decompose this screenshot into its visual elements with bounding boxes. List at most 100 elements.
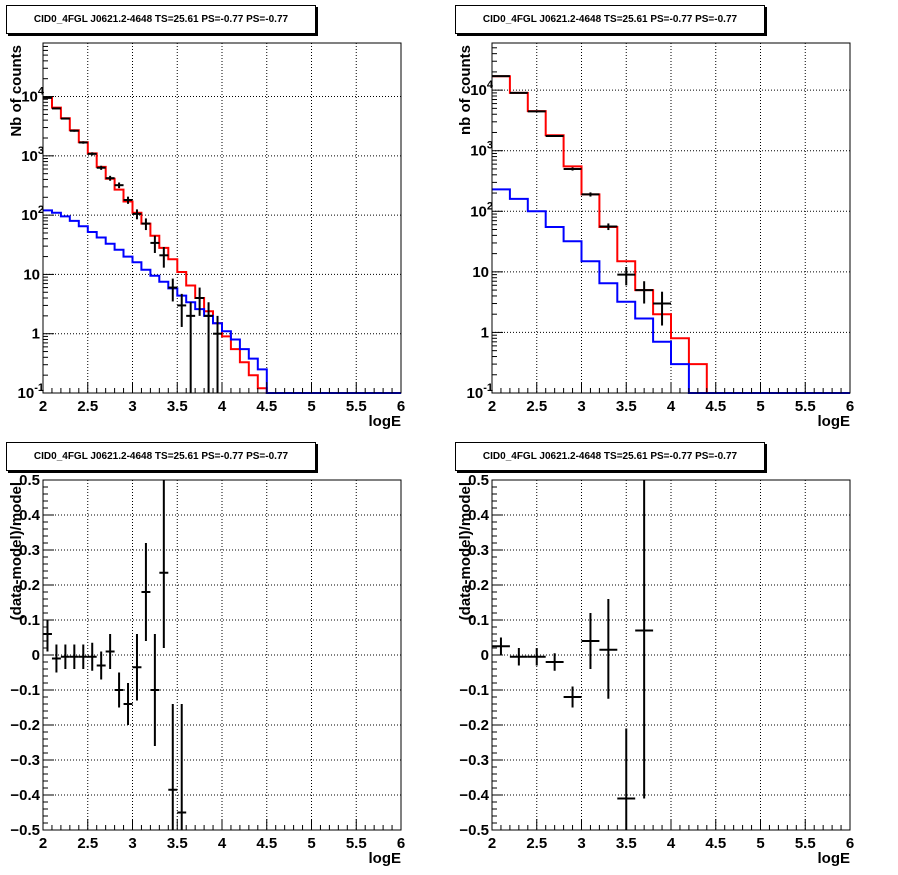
- panel-residuals-left: 2 2.5 3 3.5 4 4.5 5 5.5 6 logE −0.5 −0.4 −0.3 −0.2 −0.…: [0, 437, 449, 875]
- y-tick-label: 10: [472, 264, 489, 281]
- title-box: CID0_4FGL J0621.2-4648 TS=25.61 PS=-0.77…: [455, 442, 765, 471]
- y-tick-label: 0.5: [19, 472, 40, 489]
- data-point: [96, 651, 106, 680]
- data-point: [150, 235, 160, 253]
- x-tick-label: 6: [846, 398, 854, 415]
- data-point: [581, 192, 600, 197]
- x-tick-label: 2.5: [77, 835, 98, 852]
- y-tick-label: 0: [481, 647, 489, 664]
- data-point: [599, 599, 618, 699]
- chart-title: CID0_4FGL J0621.2-4648 TS=25.61 PS=-0.77…: [482, 14, 738, 25]
- data-point: [132, 634, 142, 701]
- data-point: [114, 672, 124, 708]
- y-axis-label: (data-model)/model: [8, 482, 25, 620]
- y-tick-label: 103: [21, 145, 44, 165]
- data-point: [105, 175, 115, 181]
- data-point: [168, 278, 178, 302]
- y-tick-label: 0.1: [468, 612, 489, 629]
- y-tick-label: 0: [32, 647, 40, 664]
- data-point: [599, 223, 618, 231]
- y-tick-label: 102: [470, 200, 493, 220]
- data-point: [159, 247, 169, 268]
- y-tick-label: 1: [32, 326, 40, 343]
- data-point: [87, 642, 97, 671]
- x-axis-label: logE: [369, 413, 402, 430]
- histogram-series-line: [43, 96, 401, 394]
- data-point: [43, 96, 52, 99]
- panel-counts-right: 2 2.5 3 3.5 4 4.5 5 5.5 6 logE 10-1 1 10 102 103 104 nb …: [449, 0, 898, 437]
- x-tick-label: 5.5: [795, 398, 816, 415]
- chart-title: CID0_4FGL J0621.2-4648 TS=25.61 PS=-0.77…: [33, 14, 289, 25]
- x-tick-label: 4.5: [256, 398, 277, 415]
- x-tick-label: 5: [307, 835, 315, 852]
- y-tick-label: 1: [481, 324, 489, 341]
- y-tick-label: −0.5: [459, 822, 489, 839]
- data-point: [60, 117, 70, 120]
- data-point: [69, 129, 79, 132]
- data-point: [105, 634, 115, 669]
- y-tick-label: 104: [470, 79, 494, 99]
- y-tick-label: 10-1: [18, 382, 44, 402]
- y-tick-label: −0.1: [10, 682, 40, 699]
- data-point: [132, 209, 142, 220]
- data-point: [123, 683, 133, 725]
- y-tick-label: −0.2: [10, 717, 40, 734]
- chart-title: CID0_4FGL J0621.2-4648 TS=25.61 PS=-0.77…: [33, 451, 289, 462]
- y-tick-label: 10: [23, 266, 40, 283]
- x-tick-label: 4.5: [705, 398, 726, 415]
- y-tick-label: 0.3: [19, 542, 40, 559]
- y-tick-label: 0.5: [468, 472, 489, 489]
- y-axis-label: (data-model)/model: [457, 482, 474, 620]
- data-point: [51, 644, 61, 673]
- x-tick-label: 5: [756, 835, 764, 852]
- x-tick-label: 2.5: [526, 398, 547, 415]
- data-point: [563, 686, 582, 708]
- data-point: [653, 291, 671, 326]
- x-tick-label: 5.5: [346, 835, 367, 852]
- data-point: [150, 634, 160, 746]
- data-point: [492, 637, 510, 655]
- x-axis-label: logE: [818, 850, 851, 867]
- y-tick-label: −0.5: [10, 822, 40, 839]
- x-tick-label: 4: [667, 835, 676, 852]
- x-tick-label: 2: [39, 835, 47, 852]
- y-tick-label: −0.4: [10, 787, 40, 804]
- data-point: [635, 480, 654, 799]
- y-tick-label: −0.3: [10, 752, 40, 769]
- x-tick-label: 5: [307, 398, 315, 415]
- title-box: CID0_4FGL J0621.2-4648 TS=25.61 PS=-0.77…: [455, 5, 765, 34]
- data-point: [78, 141, 88, 144]
- x-tick-label: 2: [488, 835, 496, 852]
- y-tick-label: −0.3: [459, 752, 489, 769]
- chart-title: CID0_4FGL J0621.2-4648 TS=25.61 PS=-0.77…: [482, 451, 738, 462]
- y-tick-label: 104: [21, 86, 45, 106]
- x-tick-label: 5: [756, 398, 764, 415]
- title-box: CID0_4FGL J0621.2-4648 TS=25.61 PS=-0.77…: [6, 5, 316, 34]
- x-tick-label: 3.5: [167, 835, 188, 852]
- y-axis-label: Nb of counts: [8, 45, 25, 137]
- data-point: [545, 653, 564, 671]
- title-box: CID0_4FGL J0621.2-4648 TS=25.61 PS=-0.77…: [6, 442, 316, 471]
- panel-counts-left: 2 2.5 3 3.5 4 4.5 5 5.5 6 logE 10-1 1 10 102 103 104 Nb …: [0, 0, 449, 437]
- y-tick-label: 10-1: [467, 382, 493, 402]
- data-point: [168, 704, 178, 830]
- y-tick-label: 102: [21, 204, 44, 224]
- x-tick-label: 5.5: [795, 835, 816, 852]
- x-tick-label: 3.5: [616, 398, 637, 415]
- data-point: [43, 620, 52, 652]
- x-tick-label: 3: [577, 835, 585, 852]
- x-tick-label: 2: [39, 398, 47, 415]
- data-point: [78, 644, 88, 669]
- y-tick-label: −0.1: [459, 682, 489, 699]
- y-tick-label: 0.3: [468, 542, 489, 559]
- y-tick-label: −0.4: [459, 787, 489, 804]
- x-tick-label: 4.5: [705, 835, 726, 852]
- data-point: [114, 182, 124, 189]
- x-tick-label: 2.5: [526, 835, 547, 852]
- x-tick-label: 4.5: [256, 835, 277, 852]
- data-point: [69, 644, 79, 669]
- y-tick-label: 0.4: [19, 507, 41, 524]
- data-point: [195, 287, 205, 316]
- x-tick-label: 3: [128, 398, 136, 415]
